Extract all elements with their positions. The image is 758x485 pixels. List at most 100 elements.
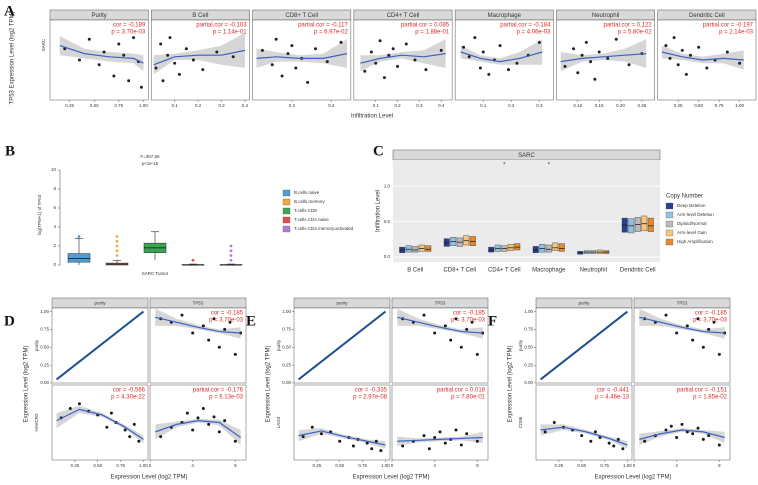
cell-frame: [633, 384, 731, 461]
point: [627, 63, 631, 67]
p-label: p = 2.14e-03: [719, 30, 754, 36]
x-tick-label: 0.1: [480, 103, 487, 108]
fit-line: [661, 51, 744, 61]
x-tick-label: 0.25: [638, 103, 647, 108]
point: [443, 324, 447, 328]
stat-label: partial.cor = 0.018: [437, 388, 486, 394]
panel-letter: B: [5, 143, 15, 159]
x-tick-label: 0.15: [595, 103, 604, 108]
x-tick-label: 1.00: [381, 463, 390, 468]
point: [738, 61, 742, 65]
point: [231, 55, 235, 59]
x-tick-label: Dendritic Cell: [620, 268, 656, 274]
point: [87, 37, 91, 41]
x-tick-label: 0.50: [93, 463, 102, 468]
box: [418, 244, 425, 252]
point: [97, 63, 101, 67]
point: [439, 48, 443, 52]
panel-letter: D: [4, 313, 15, 329]
diagonal-line: [539, 310, 629, 381]
facet-title: Purity: [91, 13, 106, 19]
point: [105, 425, 109, 429]
p-label: p = 5.80e-02: [618, 30, 653, 36]
point: [668, 56, 672, 60]
y-tick-label: 0.50: [282, 344, 291, 349]
x-tick-label: 8: [476, 463, 479, 468]
point: [109, 411, 113, 415]
box: [494, 244, 501, 252]
x-tick-label: 0.2: [195, 103, 202, 108]
x-tick-label: Macrophage: [532, 268, 566, 274]
box: [412, 246, 419, 253]
fit-line: [59, 45, 144, 64]
point: [270, 63, 274, 67]
x-tick-label: 0.75: [116, 463, 125, 468]
point: [424, 68, 428, 72]
point: [387, 53, 391, 57]
row-label: CD86: [518, 416, 523, 428]
point: [433, 436, 437, 439]
y-tick-label: 10: [51, 167, 57, 172]
x-tick-label: 0.25: [554, 463, 563, 468]
point: [701, 345, 705, 349]
point: [470, 320, 474, 324]
point: [589, 439, 593, 443]
y-tick-label: 1.0: [384, 183, 391, 188]
point: [576, 71, 580, 75]
point: [185, 411, 189, 415]
confidence-band: [153, 32, 245, 75]
stat-label: partial.cor = 0.085: [401, 23, 450, 29]
stat-label: F=357.56: [140, 154, 160, 159]
confidence-band: [540, 424, 628, 449]
point: [717, 352, 721, 356]
x-axis-label: Expression Level (log2 TPM): [595, 475, 672, 481]
panel-letter: C: [373, 143, 384, 159]
point: [675, 331, 679, 335]
point: [351, 444, 355, 448]
point: [672, 36, 676, 40]
confidence-band: [56, 405, 144, 444]
y-tick-label: 0.50: [40, 344, 49, 349]
point: [379, 449, 383, 453]
box: [507, 244, 514, 251]
box: [552, 242, 559, 251]
confidence-band: [661, 45, 744, 70]
point: [404, 42, 408, 46]
x-tick-label: 4: [433, 463, 436, 468]
point: [137, 439, 141, 443]
point: [339, 40, 343, 44]
point: [422, 434, 426, 438]
point: [684, 72, 688, 76]
point: [191, 58, 195, 62]
point: [427, 447, 431, 451]
point: [374, 61, 378, 65]
legend-label: B.cells.naive: [294, 190, 320, 195]
point: [313, 47, 317, 51]
y-tick-label: 0.25: [524, 362, 533, 367]
point: [584, 40, 588, 44]
facet-title: Macrophage: [488, 13, 522, 19]
p-label: p = 6.97e-02: [314, 30, 349, 36]
legend-title: Copy Number: [666, 194, 703, 200]
point: [487, 72, 491, 76]
legend-label: T.cells.CD4.naive: [294, 217, 329, 222]
point: [233, 439, 237, 443]
stat-label: partial.cor = -0.151: [677, 388, 728, 394]
y-axis-label: Expression Level (log2 TPM): [24, 346, 30, 423]
point: [725, 50, 729, 54]
point: [612, 444, 616, 448]
outlier: [191, 258, 195, 262]
outlier: [115, 254, 119, 257]
row-label: purity: [518, 339, 523, 351]
point: [294, 66, 298, 70]
p-label: p = 1.88e-01: [415, 30, 450, 36]
x-tick-label: 1.00: [623, 463, 632, 468]
y-tick-label: 6: [53, 205, 56, 210]
legend-swatch: [665, 202, 674, 210]
x-tick-label: 1.00: [139, 463, 148, 468]
y-axis-label: Infiltration Level: [376, 190, 382, 232]
legend-label: Diploid/Normal: [677, 221, 707, 226]
p-label: p = 4.30e-22: [111, 395, 146, 401]
row-label: LAG3: [276, 416, 281, 428]
point: [563, 64, 567, 68]
